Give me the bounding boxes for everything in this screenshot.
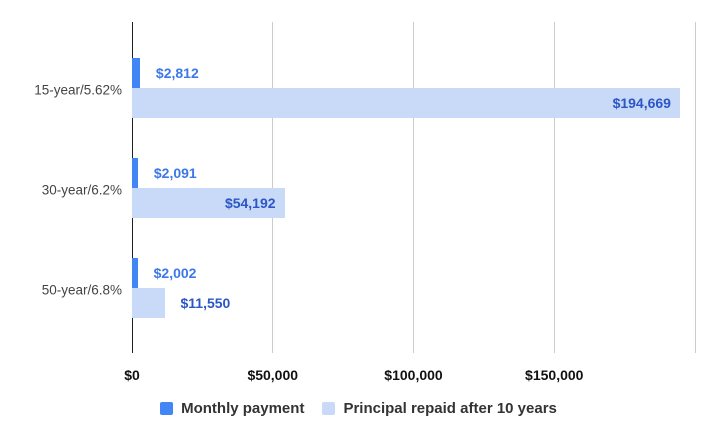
bar-monthly-payment bbox=[132, 258, 138, 288]
chart-legend: Monthly payment Principal repaid after 10… bbox=[0, 400, 717, 417]
bar-value-label: $2,091 bbox=[153, 165, 197, 181]
bar-monthly-payment bbox=[132, 58, 140, 88]
category-label: 15-year/5.62% bbox=[34, 82, 122, 98]
category-label: 50-year/6.8% bbox=[41, 282, 122, 298]
gridline bbox=[553, 22, 555, 353]
category-label: 30-year/6.2% bbox=[41, 182, 122, 198]
plot-area: $2,812 $2,091 $2,002 $194,669 $54,192 $11,550 bbox=[131, 22, 696, 353]
bar-value-label: $2,002 bbox=[153, 265, 197, 281]
bar-principal-repaid-after-10-years bbox=[132, 188, 285, 218]
legend-item-label: Principal repaid after 10 years bbox=[343, 400, 557, 417]
x-tick-label: $50,000 bbox=[247, 367, 299, 383]
legend-item-label: Monthly payment bbox=[181, 400, 305, 417]
legend-swatch-icon bbox=[322, 402, 336, 415]
gridline bbox=[694, 22, 696, 353]
bar-value-label: $54,192 bbox=[224, 195, 276, 211]
bar-principal-repaid-after-10-years bbox=[132, 88, 680, 118]
bar-value-label: $2,812 bbox=[155, 65, 199, 81]
legend-item-principal-repaid-after-10-years: Principal repaid after 10 years bbox=[322, 400, 557, 417]
legend-item-monthly-payment: Monthly payment bbox=[160, 400, 304, 417]
bar-monthly-payment bbox=[132, 158, 138, 188]
gridline bbox=[413, 22, 414, 353]
x-tick-label: $100,000 bbox=[384, 367, 443, 383]
x-tick-label: $150,000 bbox=[525, 367, 584, 383]
gridline bbox=[272, 22, 274, 353]
bar-principal-repaid-after-10-years bbox=[132, 288, 165, 318]
bar-value-label: $194,669 bbox=[612, 95, 671, 111]
bar-value-label: $11,550 bbox=[180, 295, 231, 311]
legend-swatch-icon bbox=[160, 402, 174, 415]
x-tick-label: $0 bbox=[124, 367, 140, 383]
